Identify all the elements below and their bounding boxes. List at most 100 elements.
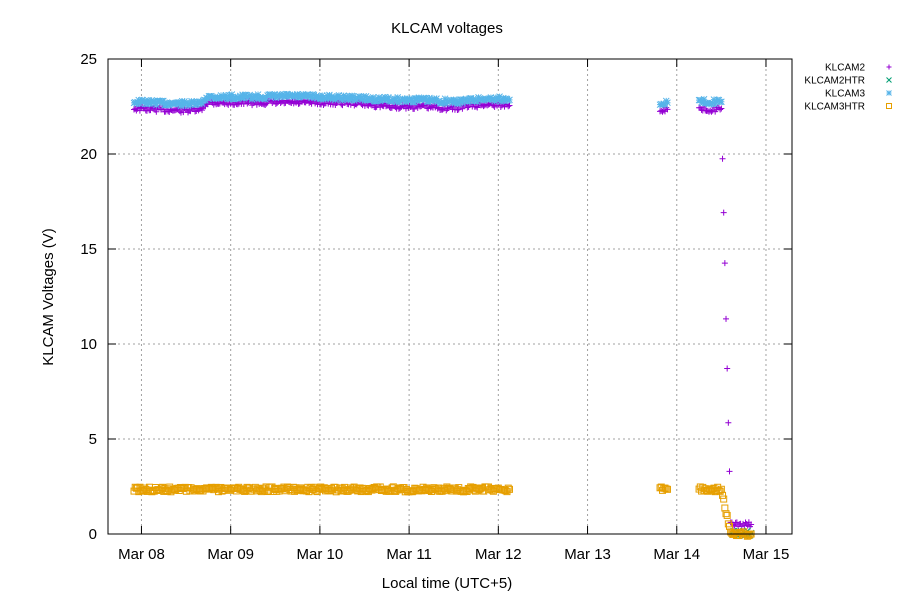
data-point — [413, 95, 420, 102]
data-point — [743, 532, 751, 540]
data-point — [473, 98, 481, 106]
data-point — [224, 95, 232, 103]
data-point — [506, 102, 513, 109]
data-point — [330, 93, 338, 101]
data-point — [439, 106, 446, 113]
data-point — [720, 495, 728, 503]
data-point — [240, 94, 248, 102]
x-tick-label: Mar 12 — [475, 546, 522, 563]
data-point — [359, 96, 366, 104]
legend-marker-klcam2htr — [886, 77, 892, 83]
data-point — [153, 108, 160, 115]
data-point — [725, 419, 732, 426]
data-point — [410, 98, 418, 106]
data-point — [212, 483, 220, 491]
data-point — [136, 100, 144, 108]
data-point — [317, 95, 325, 103]
data-point — [700, 95, 708, 103]
data-point — [197, 98, 205, 106]
data-point — [745, 532, 753, 540]
data-point — [340, 92, 348, 99]
data-point — [192, 100, 200, 108]
data-point — [664, 99, 671, 107]
data-point — [347, 96, 355, 104]
data-point — [454, 107, 461, 114]
data-point — [383, 95, 391, 103]
data-point — [719, 491, 727, 499]
data-point — [451, 99, 459, 107]
data-point — [324, 94, 332, 102]
data-point — [296, 93, 304, 101]
data-point — [414, 97, 422, 105]
data-point — [373, 97, 380, 105]
data-point — [723, 511, 731, 519]
data-point — [505, 103, 512, 110]
data-point — [304, 91, 312, 98]
data-point — [228, 91, 236, 98]
legend: KLCAM2 KLCAM2HTR KLCAM3 KLCAM3HTR — [804, 63, 892, 113]
data-point — [143, 100, 151, 108]
data-point — [335, 91, 343, 99]
data-point — [663, 485, 671, 493]
data-point — [437, 487, 445, 495]
data-points — [130, 90, 755, 540]
data-point — [226, 91, 233, 99]
data-point — [441, 95, 449, 103]
x-tick-label: Mar 09 — [207, 546, 254, 563]
data-point — [720, 209, 727, 216]
x-axis-label: Local time (UTC+5) — [382, 575, 512, 592]
data-point — [369, 94, 377, 101]
data-point — [455, 99, 463, 107]
data-point — [411, 105, 418, 112]
data-point — [718, 105, 725, 112]
data-point — [160, 97, 167, 105]
data-point — [361, 97, 369, 104]
data-point — [455, 106, 462, 113]
data-point — [338, 101, 345, 108]
data-point — [240, 100, 247, 107]
x-tick-label: Mar 14 — [653, 546, 700, 563]
x-tick-label: Mar 08 — [118, 546, 165, 563]
data-point — [661, 484, 669, 492]
data-point — [718, 98, 725, 106]
data-point — [365, 96, 372, 104]
data-point — [719, 155, 726, 162]
data-point — [716, 487, 724, 495]
data-point — [385, 94, 392, 101]
data-point — [376, 97, 384, 105]
data-point — [248, 96, 256, 103]
data-point — [247, 93, 255, 100]
data-point — [431, 97, 439, 105]
plot-frame — [107, 58, 793, 535]
y-tick-label: 0 — [89, 526, 97, 543]
data-point — [726, 468, 733, 475]
data-point — [711, 100, 719, 108]
data-point — [135, 488, 143, 496]
data-point — [375, 94, 383, 101]
data-point — [440, 98, 448, 106]
x-tick-label: Mar 13 — [564, 546, 611, 563]
legend-label-klcam2htr: KLCAM2HTR — [804, 76, 865, 87]
data-point — [227, 94, 235, 102]
data-point — [345, 96, 352, 103]
legend-label-klcam2: KLCAM2 — [825, 63, 865, 74]
series-klcam2 — [131, 97, 755, 530]
data-point — [493, 96, 501, 104]
data-point — [491, 97, 498, 105]
data-point — [252, 92, 260, 100]
data-point — [394, 94, 402, 101]
x-tick-label: Mar 11 — [386, 546, 432, 563]
data-point — [501, 486, 509, 494]
legend-label-klcam3htr: KLCAM3HTR — [804, 102, 865, 113]
data-point — [198, 100, 206, 108]
data-point — [499, 94, 507, 102]
legend-marker-klcam2 — [886, 64, 892, 70]
data-point — [177, 102, 185, 110]
y-tick-label: 5 — [89, 431, 97, 448]
y-axis-label: KLCAM Voltages (V) — [40, 228, 57, 366]
data-point — [199, 107, 206, 114]
data-point — [459, 105, 466, 112]
data-point — [390, 95, 398, 102]
y-tick-label: 15 — [80, 241, 97, 258]
